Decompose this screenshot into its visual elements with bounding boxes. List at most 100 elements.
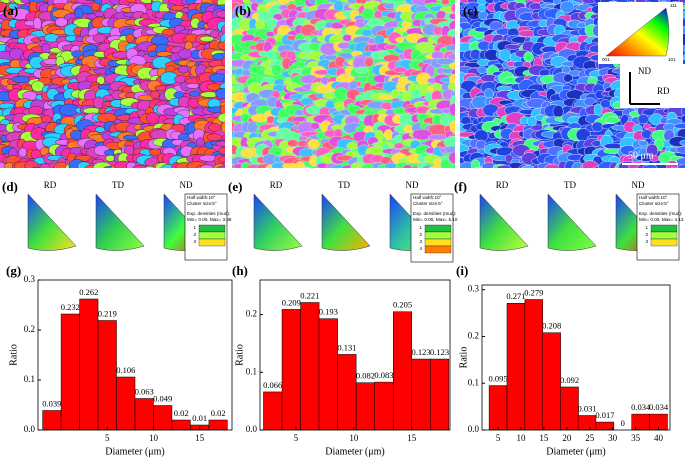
grain <box>346 142 358 151</box>
pole-figure <box>479 193 529 251</box>
panel-label: (f) <box>454 179 467 194</box>
grain <box>354 66 369 74</box>
bar <box>153 405 173 431</box>
grain <box>149 90 160 99</box>
grain <box>670 167 680 168</box>
legend-swatch <box>198 224 226 233</box>
legend-swatch <box>650 238 678 247</box>
value-label: 0.049 <box>153 393 172 403</box>
grain <box>448 13 455 20</box>
legend-swatch <box>424 245 452 254</box>
grain <box>563 73 573 83</box>
grain <box>144 165 155 168</box>
bar <box>355 382 375 431</box>
ipf-triangle <box>605 7 670 57</box>
value-label: 0.106 <box>116 365 135 375</box>
x-tick-label: 30 <box>608 433 618 443</box>
y-tick-label: 0.1 <box>468 377 479 387</box>
grain <box>428 134 448 141</box>
y-axis-label: Ratio <box>458 347 469 369</box>
bar <box>560 386 579 431</box>
bar <box>524 299 544 431</box>
plot-frame <box>259 279 451 431</box>
pole-figure <box>321 193 371 251</box>
x-tick-label: 25 <box>585 433 595 443</box>
grain <box>460 26 463 34</box>
legend-swatch <box>198 238 226 247</box>
panel-label: (a) <box>3 3 18 18</box>
direction-label: ND <box>180 180 193 190</box>
grain <box>673 123 685 129</box>
grain <box>247 121 258 134</box>
grain <box>440 159 452 168</box>
pole-figure <box>253 193 303 251</box>
grain <box>679 139 685 146</box>
value-label: 0.082 <box>356 371 375 381</box>
value-label: 0.02 <box>174 408 189 418</box>
legend-text: Half width:10° <box>639 195 668 200</box>
x-tick-label: 15 <box>407 433 417 443</box>
grain <box>394 142 404 150</box>
grain <box>221 24 225 35</box>
grain <box>206 133 223 142</box>
grain <box>448 151 455 164</box>
grain <box>74 0 95 5</box>
y-tick-label: 0.2 <box>468 331 479 341</box>
bar <box>134 398 154 431</box>
axis-label: ND <box>638 66 651 76</box>
bar <box>263 391 283 431</box>
plot-frame <box>481 284 671 431</box>
legend-level: 2 <box>419 232 422 237</box>
direction-label: ND <box>406 180 419 190</box>
grain <box>383 129 394 141</box>
y-tick-label: 0.0 <box>246 424 258 434</box>
value-label: 0.083 <box>374 370 393 380</box>
direction-label: TD <box>338 180 350 190</box>
ipf-label: 001 <box>602 57 610 62</box>
bar <box>631 413 650 431</box>
grain <box>451 35 455 48</box>
y-tick-label: 0.3 <box>468 284 480 294</box>
direction-label: TD <box>112 180 124 190</box>
grain <box>216 165 225 168</box>
grain <box>95 126 106 133</box>
grain <box>571 161 585 168</box>
grain <box>544 163 562 168</box>
grain <box>605 116 621 124</box>
legend-text: Min= 0.00, Max= 5.10 <box>413 217 458 222</box>
value-label: 0.034 <box>649 402 669 412</box>
bar <box>116 376 136 431</box>
grain <box>677 163 685 168</box>
value-label: 0.034 <box>631 402 651 412</box>
legend-swatch <box>424 231 452 240</box>
value-label: 0 <box>621 418 625 428</box>
value-label: 0.131 <box>337 342 356 352</box>
grain <box>217 41 225 51</box>
grain <box>232 144 239 156</box>
grain <box>637 114 649 125</box>
grain <box>105 154 116 162</box>
bar <box>374 381 394 431</box>
grain <box>146 111 160 125</box>
grain <box>448 62 455 70</box>
y-tick-label: 0.0 <box>468 424 480 434</box>
grain <box>680 114 685 123</box>
grain <box>469 49 481 61</box>
x-tick-label: 15 <box>539 433 549 443</box>
x-axis-label: Diameter (μm) <box>546 446 606 457</box>
grain <box>218 147 225 155</box>
grain <box>496 85 513 92</box>
grain <box>401 91 412 102</box>
y-tick-label: 0.2 <box>24 324 35 334</box>
grain <box>284 167 294 168</box>
bar <box>60 313 80 431</box>
grain <box>401 21 413 28</box>
grain <box>54 17 68 27</box>
grain <box>445 44 455 52</box>
y-axis-label: Ratio <box>8 344 19 366</box>
bar <box>208 419 228 431</box>
grain <box>189 90 201 97</box>
direction-label: ND <box>632 180 645 190</box>
value-label: 0.039 <box>42 398 61 408</box>
grain <box>8 2 19 10</box>
